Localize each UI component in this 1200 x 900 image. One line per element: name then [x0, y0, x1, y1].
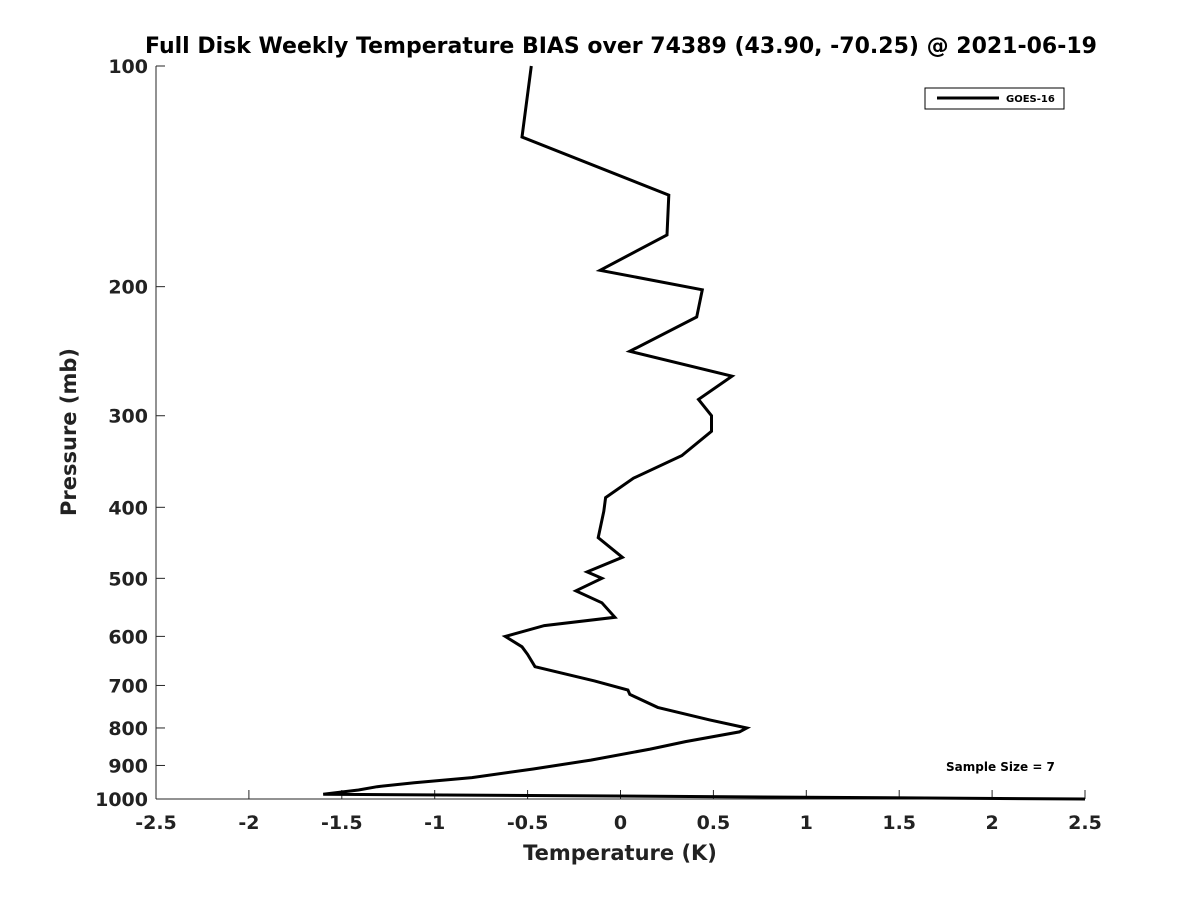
x-tick-label: 2.5: [1068, 812, 1102, 834]
x-tick-label: 1: [800, 812, 813, 834]
chart-title: Full Disk Weekly Temperature BIAS over 7…: [145, 34, 1097, 59]
axes: -2.5 -2 -1.5 -1 -0.5 0 0.5 1 1.5 2 2.5 100 200 300 400…: [95, 56, 1102, 834]
x-tick-label: 1.5: [882, 812, 916, 834]
x-tick-label: -0.5: [507, 812, 549, 834]
y-tick-label: 900: [108, 755, 148, 777]
y-axis-label: Pressure (mb): [57, 348, 81, 516]
x-tick-label: 2: [985, 812, 998, 834]
y-tick-label: 100: [108, 56, 148, 78]
y-tick-label: 500: [108, 568, 148, 590]
y-tick-label: 400: [108, 497, 148, 519]
x-tick-label: -1: [424, 812, 445, 834]
legend: GOES-16: [924, 87, 1065, 110]
y-tick-label: 1000: [95, 789, 148, 811]
x-tick-label: -2.5: [135, 812, 177, 834]
y-tick-label: 600: [108, 626, 148, 648]
x-tick-label: 0: [614, 812, 627, 834]
x-tick-label: -2: [238, 812, 259, 834]
y-tick-label: 200: [108, 277, 148, 299]
series-layer: [323, 65, 1086, 801]
x-axis-label: Temperature (K): [523, 841, 717, 865]
series-line-goes-16: [323, 65, 1086, 801]
x-tick-label: 0.5: [697, 812, 731, 834]
x-tick-label: -1.5: [321, 812, 363, 834]
y-tick-label: 700: [108, 675, 148, 697]
y-tick-label: 800: [108, 718, 148, 740]
y-tick-label: 300: [108, 406, 148, 428]
legend-label-goes-16: GOES-16: [1006, 94, 1055, 105]
sample-size-annotation: Sample Size = 7: [946, 760, 1055, 774]
